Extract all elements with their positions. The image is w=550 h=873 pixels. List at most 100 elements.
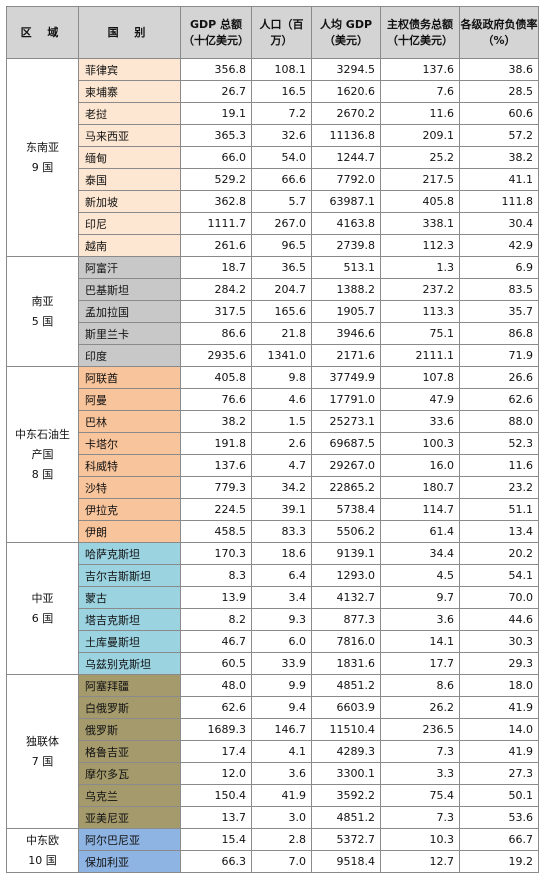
debt-ratio-cell: 44.6 (459, 608, 539, 631)
debt-ratio-cell: 13.4 (459, 520, 539, 543)
sovereign-debt-cell: 10.3 (380, 828, 460, 851)
table-row: 中亚 6 国 哈萨克斯坦 170.3 18.6 9139.1 34.4 20.2 (6, 542, 539, 675)
country-cell: 白俄罗斯 (78, 696, 181, 719)
debt-ratio-cell: 60.6 (459, 102, 539, 125)
table-row: 中东石油生产国 8 国 阿联酋 405.8 9.8 37749.9 107.8 26.6 (6, 366, 539, 543)
region-count: 6 国 (31, 611, 54, 625)
gdp-cell: 284.2 (180, 278, 252, 301)
region-name: 东南亚 (26, 140, 59, 154)
table-row: 新加坡 362.8 5.7 63987.1 405.8 111.8 (7, 190, 539, 213)
population-cell: 32.6 (251, 124, 312, 147)
debt-ratio-cell: 54.1 (459, 564, 539, 587)
country-cell: 保加利亚 (78, 850, 181, 873)
debt-ratio-cell: 30.4 (459, 212, 539, 235)
gdp-per-capita-cell: 4163.8 (311, 212, 381, 235)
debt-ratio-cell: 41.1 (459, 168, 539, 191)
sovereign-debt-cell: 9.7 (380, 586, 460, 609)
country-cell: 印尼 (78, 212, 181, 235)
region-count: 5 国 (31, 314, 54, 328)
gdp-cell: 17.4 (180, 740, 252, 763)
country-cell: 马来西亚 (78, 124, 181, 147)
gdp-cell: 365.3 (180, 124, 252, 147)
gdp-cell: 170.3 (180, 542, 252, 565)
debt-ratio-cell: 41.9 (459, 696, 539, 719)
table-row: 老挝 19.1 7.2 2670.2 11.6 60.6 (7, 102, 539, 125)
sovereign-debt-cell: 4.5 (380, 564, 460, 587)
country-cell: 俄罗斯 (78, 718, 181, 741)
table-row: 俄罗斯 1689.3 146.7 11510.4 236.5 14.0 (7, 718, 539, 741)
debt-ratio-cell: 86.8 (459, 322, 539, 345)
population-cell: 41.9 (251, 784, 312, 807)
country-cell: 越南 (78, 234, 181, 257)
population-cell: 108.1 (251, 58, 312, 81)
population-cell: 3.6 (251, 762, 312, 785)
region-cell: 中东石油生产国 8 国 (6, 366, 79, 543)
population-cell: 6.4 (251, 564, 312, 587)
country-cell: 摩尔多瓦 (78, 762, 181, 785)
table-row: 印尼 1111.7 267.0 4163.8 338.1 30.4 (7, 212, 539, 235)
gdp-cell: 150.4 (180, 784, 252, 807)
sovereign-debt-cell: 237.2 (380, 278, 460, 301)
gdp-cell: 362.8 (180, 190, 252, 213)
sovereign-debt-cell: 2111.1 (380, 344, 460, 367)
country-cell: 老挝 (78, 102, 181, 125)
sovereign-debt-cell: 236.5 (380, 718, 460, 741)
table-row: 巴林 38.2 1.5 25273.1 33.6 88.0 (7, 410, 539, 433)
debt-ratio-cell: 18.0 (459, 674, 539, 697)
gdp-per-capita-cell: 11510.4 (311, 718, 381, 741)
gdp-cell: 66.3 (180, 850, 252, 873)
header-sovereign-debt: 主权债务总额（十亿美元） (380, 6, 460, 59)
header-country: 国 别 (78, 6, 181, 59)
gdp-cell: 779.3 (180, 476, 252, 499)
table-row: 土库曼斯坦 46.7 6.0 7816.0 14.1 30.3 (7, 630, 539, 653)
header-region: 区 域 (6, 6, 79, 59)
country-cell: 巴基斯坦 (78, 278, 181, 301)
sovereign-debt-cell: 405.8 (380, 190, 460, 213)
gdp-per-capita-cell: 2670.2 (311, 102, 381, 125)
sovereign-debt-cell: 8.6 (380, 674, 460, 697)
gdp-cell: 62.6 (180, 696, 252, 719)
country-cell: 印度 (78, 344, 181, 367)
gdp-per-capita-cell: 1293.0 (311, 564, 381, 587)
country-cell: 阿联酋 (78, 366, 181, 389)
gdp-cell: 458.5 (180, 520, 252, 543)
debt-ratio-cell: 88.0 (459, 410, 539, 433)
gdp-per-capita-cell: 25273.1 (311, 410, 381, 433)
table-row: 东南亚 9 国 菲律宾 356.8 108.1 3294.5 137.6 38.6 (6, 58, 539, 257)
table-row: 摩尔多瓦 12.0 3.6 3300.1 3.3 27.3 (7, 762, 539, 785)
debt-ratio-cell: 26.6 (459, 366, 539, 389)
debt-ratio-cell: 38.2 (459, 146, 539, 169)
sovereign-debt-cell: 209.1 (380, 124, 460, 147)
sovereign-debt-cell: 1.3 (380, 256, 460, 279)
population-cell: 1.5 (251, 410, 312, 433)
gdp-cell: 405.8 (180, 366, 252, 389)
country-cell: 菲律宾 (78, 58, 181, 81)
debt-ratio-cell: 62.6 (459, 388, 539, 411)
debt-ratio-cell: 50.1 (459, 784, 539, 807)
debt-ratio-cell: 83.5 (459, 278, 539, 301)
sovereign-debt-cell: 34.4 (380, 542, 460, 565)
header-gdp: GDP 总额（十亿美元） (180, 6, 252, 59)
sovereign-debt-cell: 26.2 (380, 696, 460, 719)
sovereign-debt-cell: 11.6 (380, 102, 460, 125)
gdp-cell: 76.6 (180, 388, 252, 411)
table-row: 保加利亚 66.3 7.0 9518.4 12.7 19.2 (7, 850, 539, 873)
sovereign-debt-cell: 47.9 (380, 388, 460, 411)
country-cell: 塔吉克斯坦 (78, 608, 181, 631)
country-cell: 阿曼 (78, 388, 181, 411)
table-row: 卡塔尔 191.8 2.6 69687.5 100.3 52.3 (7, 432, 539, 455)
table-row: 伊拉克 224.5 39.1 5738.4 114.7 51.1 (7, 498, 539, 521)
population-cell: 54.0 (251, 146, 312, 169)
sovereign-debt-cell: 17.7 (380, 652, 460, 675)
gdp-cell: 66.0 (180, 146, 252, 169)
gdp-cell: 224.5 (180, 498, 252, 521)
sovereign-debt-cell: 100.3 (380, 432, 460, 455)
region-name: 南亚 (31, 294, 54, 308)
country-cell: 柬埔寨 (78, 80, 181, 103)
gdp-cell: 137.6 (180, 454, 252, 477)
gdp-per-capita-cell: 29267.0 (311, 454, 381, 477)
gdp-cell: 15.4 (180, 828, 252, 851)
debt-ratio-cell: 29.3 (459, 652, 539, 675)
gdp-cell: 86.6 (180, 322, 252, 345)
population-cell: 9.9 (251, 674, 312, 697)
